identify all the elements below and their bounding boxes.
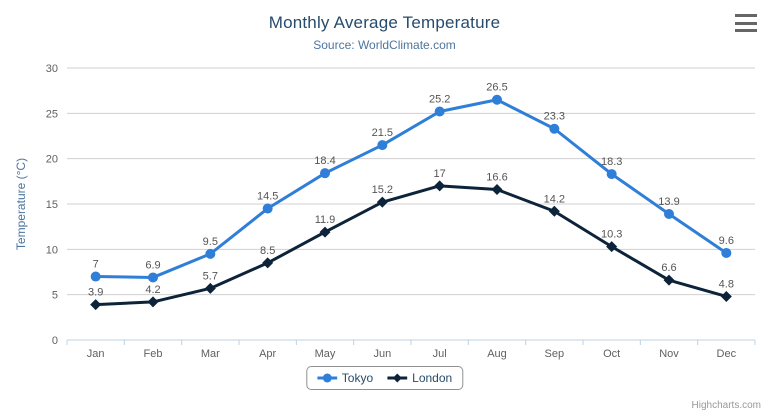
data-point-label: 21.5	[372, 127, 393, 139]
data-point-label: 23.3	[544, 111, 565, 123]
data-point-label: 14.5	[257, 191, 278, 203]
data-point-label: 16.6	[486, 171, 507, 183]
y-axis-title: Temperature (°C)	[14, 158, 28, 250]
x-axis-label: Jun	[373, 348, 391, 360]
data-point-label: 11.9	[315, 214, 336, 226]
data-point-marker[interactable]	[262, 257, 274, 269]
y-axis-label: 10	[46, 244, 58, 256]
x-axis-label: Dec	[717, 348, 737, 360]
chart-subtitle: Source: WorldClimate.com	[313, 38, 456, 52]
data-point-marker[interactable]	[320, 168, 330, 179]
x-axis-label: Apr	[259, 348, 276, 360]
data-point-marker[interactable]	[90, 271, 101, 282]
data-point-label: 15.2	[372, 184, 393, 196]
x-axis-label: Oct	[603, 348, 620, 360]
x-axis-label: Mar	[201, 348, 220, 360]
x-axis-label: Aug	[487, 348, 507, 360]
data-point-marker[interactable]	[721, 247, 732, 258]
data-point-label: 14.2	[544, 193, 565, 205]
data-point-label: 18.3	[601, 156, 622, 168]
data-point-marker[interactable]	[663, 274, 675, 286]
data-point-label: 13.9	[658, 196, 679, 208]
data-point-marker[interactable]	[204, 282, 216, 294]
hamburger-icon	[735, 14, 757, 17]
data-point-marker[interactable]	[549, 123, 560, 134]
data-point-marker[interactable]	[90, 299, 102, 311]
data-point-marker[interactable]	[205, 248, 216, 259]
legend: Tokyo London	[305, 366, 464, 390]
data-point-marker[interactable]	[606, 241, 618, 253]
x-axis-label: May	[315, 348, 336, 360]
data-point-label: 25.2	[429, 94, 450, 106]
x-axis-label: Nov	[659, 348, 679, 360]
data-point-marker[interactable]	[492, 94, 502, 105]
data-point-label: 4.2	[145, 284, 160, 296]
data-point-label: 6.9	[145, 259, 160, 271]
y-axis-label: 15	[46, 199, 58, 211]
legend-item-tokyo[interactable]: Tokyo	[316, 371, 374, 385]
data-point-label: 8.5	[260, 245, 275, 257]
legend-label: London	[412, 371, 453, 385]
chart-title: Monthly Average Temperature	[268, 13, 501, 32]
data-point-label: 9.6	[719, 235, 734, 247]
circle-marker-icon	[316, 373, 337, 383]
data-point-label: 10.3	[601, 229, 622, 241]
data-point-marker[interactable]	[262, 203, 273, 214]
data-point-marker[interactable]	[720, 290, 732, 302]
data-point-marker[interactable]	[319, 226, 331, 238]
data-point-label: 7	[93, 259, 99, 271]
x-axis-label: Jul	[433, 348, 447, 360]
data-point-marker[interactable]	[434, 180, 446, 192]
data-point-label: 17	[434, 168, 446, 180]
data-point-marker[interactable]	[148, 272, 158, 283]
y-axis-label: 20	[46, 154, 58, 166]
y-axis-label: 25	[46, 108, 58, 120]
series-line-tokyo	[94, 98, 728, 279]
y-axis-label: 5	[52, 290, 58, 302]
data-point-marker[interactable]	[434, 106, 445, 117]
data-point-label: 9.5	[203, 236, 218, 248]
x-axis-label: Feb	[144, 348, 163, 360]
data-point-label: 26.5	[486, 82, 507, 94]
data-point-marker[interactable]	[377, 140, 388, 151]
data-point-label: 6.6	[661, 262, 676, 274]
legend-item-london[interactable]: London	[387, 371, 452, 385]
data-point-marker[interactable]	[491, 183, 503, 195]
data-point-marker[interactable]	[376, 196, 388, 208]
data-point-marker[interactable]	[664, 208, 674, 219]
data-point-label: 4.8	[719, 278, 734, 290]
highcharts-credits[interactable]: Highcharts.com	[691, 400, 761, 411]
series-line-london	[94, 184, 728, 307]
diamond-marker-icon	[387, 373, 408, 383]
y-axis-label: 30	[46, 63, 58, 75]
export-menu-button[interactable]	[733, 12, 759, 34]
y-axis-label: 0	[52, 335, 58, 347]
legend-label: Tokyo	[341, 371, 374, 385]
x-axis-label: Jan	[87, 348, 105, 360]
x-axis-label: Sep	[545, 348, 565, 360]
data-point-marker[interactable]	[606, 169, 617, 180]
data-point-label: 18.4	[314, 155, 335, 167]
data-point-label: 3.9	[88, 287, 103, 299]
data-point-marker[interactable]	[147, 296, 159, 308]
data-point-label: 5.7	[203, 270, 218, 282]
data-point-marker[interactable]	[548, 205, 560, 217]
